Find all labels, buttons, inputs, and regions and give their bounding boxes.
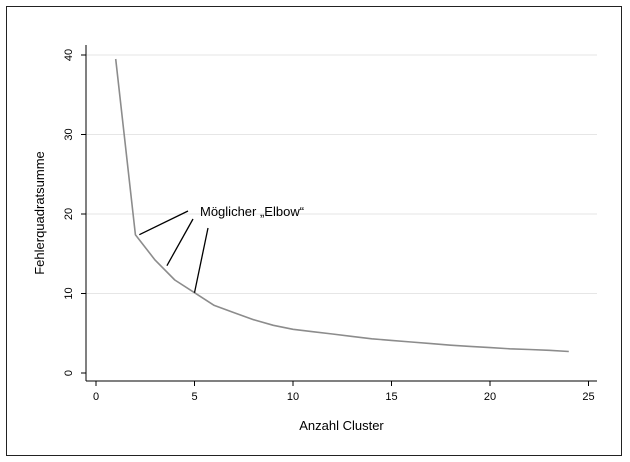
- series-line: [114, 58, 569, 353]
- elbow-annotation-pointers: [139, 210, 209, 293]
- y-tick-label: 10: [63, 287, 75, 299]
- y-tick-label: 0: [63, 370, 75, 376]
- y-tick-label: 40: [63, 49, 75, 61]
- x-tick-label: 5: [191, 391, 197, 403]
- x-tick-label: 15: [385, 391, 397, 403]
- elbow-pointer-line: [166, 218, 194, 266]
- y-tick-label: 30: [63, 128, 75, 140]
- x-tick-label: 0: [93, 391, 99, 403]
- x-tick-label: 10: [287, 391, 299, 403]
- y-ticks: 0 10 20 30 40: [63, 49, 86, 376]
- y-tick-label: 20: [63, 208, 75, 220]
- elbow-pointer-line: [139, 210, 189, 236]
- x-axis-title: Anzahl Cluster: [299, 418, 384, 433]
- x-tick-label: 20: [484, 391, 496, 403]
- elbow-annotation-label: Möglicher „Elbow“: [200, 204, 304, 219]
- x-ticks: 0 5 10 15 20 25: [93, 381, 595, 403]
- x-tick-label: 25: [582, 391, 594, 403]
- y-axis-title: Fehlerquadratsumme: [32, 151, 47, 275]
- elbow-pointer-line: [193, 227, 209, 293]
